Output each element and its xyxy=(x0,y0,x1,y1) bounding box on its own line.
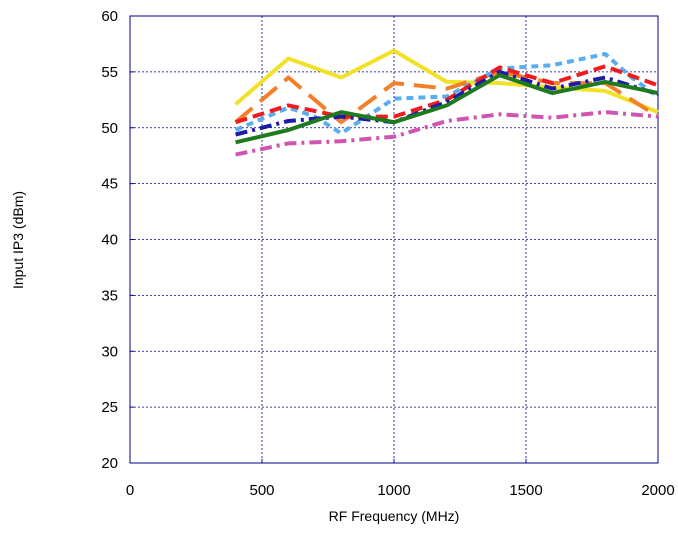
y-tick-label: 35 xyxy=(101,287,118,304)
x-tick-label: 1500 xyxy=(509,482,542,499)
y-tick-labels: 20 25 30 35 40 45 50 55 60 xyxy=(101,8,118,472)
x-tick-label: 1000 xyxy=(377,482,410,499)
series-line-1 xyxy=(234,48,659,114)
y-tick-label: 55 xyxy=(101,64,118,81)
y-tick-label: 50 xyxy=(101,120,118,137)
x-axis-title: RF Frequency (MHz) xyxy=(329,508,460,524)
x-tick-label: 2000 xyxy=(641,482,674,499)
grid xyxy=(129,15,659,464)
series-lines xyxy=(234,48,660,157)
y-tick-label: 40 xyxy=(101,232,118,249)
series-line-3 xyxy=(234,52,660,136)
x-tick-label: 500 xyxy=(249,482,274,499)
x-tick-label: 0 xyxy=(126,482,134,499)
y-tick-label: 20 xyxy=(101,455,118,472)
series-line-5 xyxy=(235,69,659,137)
x-tick-labels: 0 500 1000 1500 2000 xyxy=(126,482,675,499)
series-line-7 xyxy=(235,110,659,157)
series-line-6 xyxy=(235,73,659,145)
y-tick-label: 60 xyxy=(101,8,118,25)
y-tick-label: 30 xyxy=(101,343,118,360)
y-tick-label: 45 xyxy=(101,176,118,193)
y-tick-label: 25 xyxy=(101,399,118,416)
y-axis-title: Input IP3 (dBm) xyxy=(10,191,26,289)
